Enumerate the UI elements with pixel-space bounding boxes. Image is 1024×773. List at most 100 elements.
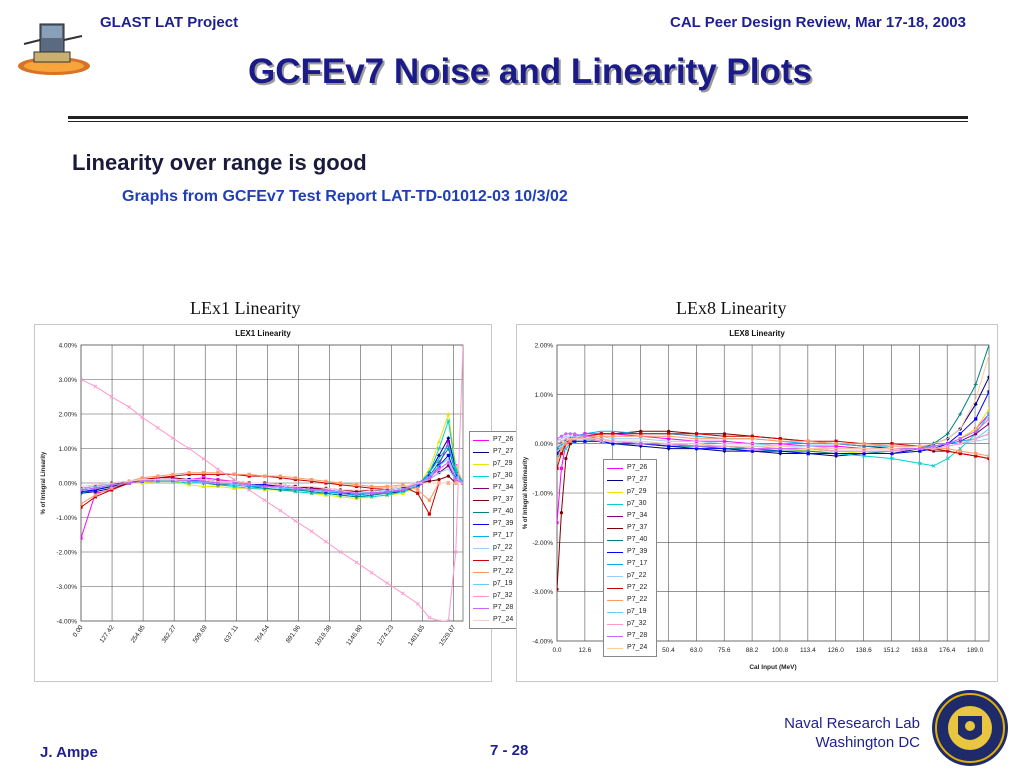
data-point (834, 451, 838, 456)
data-point (918, 449, 922, 453)
data-point (987, 456, 989, 461)
data-point (834, 449, 839, 453)
legend-swatch (607, 467, 623, 469)
data-point (890, 456, 894, 461)
data-point (931, 446, 936, 451)
data-point (694, 432, 699, 436)
lex8-chart: LEX8 Linearity 2.00% 1.00% 0.00% -1.00% -2.0… (516, 324, 998, 682)
data-point (974, 432, 978, 436)
series-group (81, 345, 463, 621)
y-tick-label: 1.00% (59, 446, 78, 453)
data-point (201, 472, 206, 476)
legend-item: P7_24 (607, 642, 653, 654)
legend-swatch (607, 647, 623, 649)
data-point (563, 446, 568, 451)
x-tick-label: 100.8 (772, 647, 789, 654)
data-point (338, 481, 343, 485)
legend-label: p7_29 (627, 488, 647, 495)
data-point (573, 432, 577, 436)
x-tick-label: 126.0 (828, 647, 845, 654)
y-tick-label: -4.00% (532, 639, 553, 646)
data-point (750, 449, 754, 453)
data-point (958, 449, 962, 453)
data-point (667, 432, 671, 436)
data-point (958, 437, 962, 441)
legend-swatch (473, 523, 489, 525)
data-point (750, 434, 754, 438)
data-point (667, 429, 671, 433)
legend-swatch (607, 515, 623, 517)
legend-swatch (473, 451, 489, 453)
data-point (453, 463, 458, 468)
legend-swatch (473, 571, 489, 573)
x-tick-label: 1146.80 (345, 624, 364, 647)
legend-item: p7_32 (607, 618, 653, 630)
data-point (750, 437, 754, 441)
data-point (155, 425, 160, 430)
legend-item: P7_40 (473, 506, 525, 518)
legend-label: P7_34 (493, 484, 514, 491)
data-point (987, 390, 989, 394)
data-point (694, 437, 699, 441)
data-point (201, 476, 206, 480)
data-point (778, 437, 782, 441)
data-point (370, 484, 374, 489)
legend-label: p7_30 (627, 500, 647, 507)
data-point (310, 477, 314, 482)
data-point (436, 439, 441, 444)
sub-bullet: Graphs from GCFEv7 Test Report LAT-TD-01… (122, 188, 568, 205)
footer-author: J. Ampe (40, 744, 98, 761)
data-point (599, 439, 604, 444)
legend-swatch (473, 595, 489, 597)
legend-item: P7_22 (607, 594, 653, 606)
data-point (110, 484, 114, 489)
data-point (559, 451, 564, 456)
x-tick-label: 113.4 (800, 647, 816, 654)
data-point (81, 490, 83, 494)
data-point (958, 412, 963, 417)
data-point (557, 587, 559, 591)
legend-label: P7_28 (493, 604, 514, 611)
data-point (187, 471, 191, 475)
x-tick-label: 189.0 (967, 647, 984, 654)
legend-swatch (607, 635, 623, 637)
y-tick-label: -3.00% (56, 584, 77, 591)
data-point (559, 466, 564, 470)
legend-swatch (473, 439, 489, 441)
x-tick-label: 0.00 (72, 624, 85, 639)
x-tick-label: 382.27 (161, 624, 178, 645)
data-point (338, 483, 343, 487)
legend-swatch (473, 487, 489, 489)
glast-satellite-logo (14, 14, 94, 86)
data-point (263, 484, 267, 489)
x-tick-label: 88.2 (746, 647, 759, 654)
data-point (987, 407, 989, 411)
data-point (958, 441, 963, 446)
legend-swatch (607, 587, 623, 589)
data-point (573, 439, 577, 443)
data-point (559, 434, 564, 438)
data-point (446, 440, 450, 444)
data-point (862, 449, 866, 453)
legend-label: p7_22 (493, 544, 513, 551)
data-point (201, 479, 206, 483)
legend-label: p7_30 (493, 472, 513, 479)
footer-org-line1: Naval Research Lab (784, 715, 920, 732)
legend-item: P7_27 (473, 446, 525, 458)
data-point (93, 495, 98, 499)
x-tick-label: 12.6 (579, 647, 592, 654)
data-point (557, 441, 559, 446)
y-tick-label: 0.00% (59, 481, 78, 488)
data-point (400, 491, 405, 495)
legend-item: p7_29 (473, 458, 525, 470)
data-point (446, 436, 451, 441)
data-point (778, 447, 782, 451)
data-point (93, 486, 98, 490)
data-point (639, 432, 643, 436)
slide-title: GCFEv7 Noise and Linearity Plots (247, 52, 813, 91)
title-rule-thin (68, 121, 968, 122)
data-point (987, 412, 989, 416)
data-point (559, 511, 564, 515)
data-point (722, 434, 727, 438)
data-point (890, 444, 894, 448)
